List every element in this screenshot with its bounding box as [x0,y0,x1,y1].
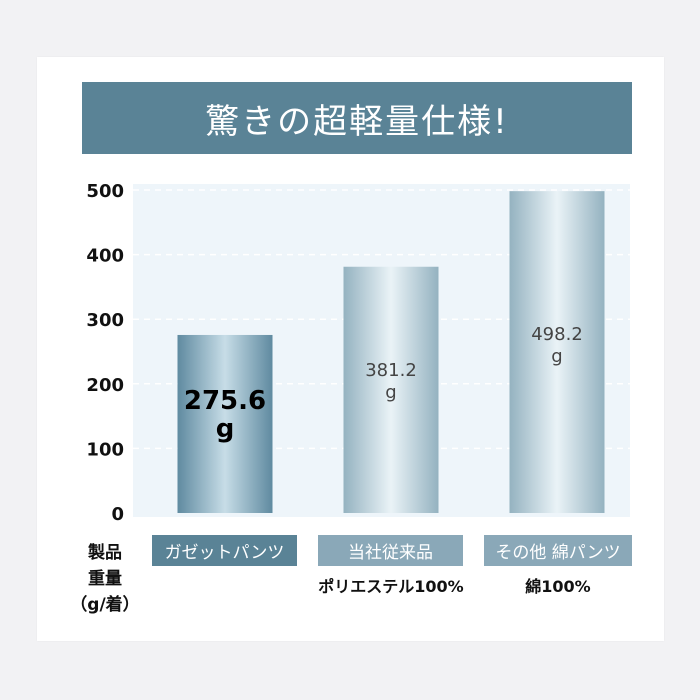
chart-title: 驚きの超軽量仕様! [205,101,509,142]
data-label: g [551,346,562,367]
category-label-box: その他 綿パンツ [484,535,632,566]
y-axis-ticks: 0 100 200 300 400 500 [86,181,124,525]
y-axis-label: 製品 重量 （g/着） [70,540,140,618]
chart-title-banner: 驚きの超軽量仕様! [82,82,632,154]
data-label: g [216,414,235,444]
bar [343,266,439,513]
bars [177,191,605,514]
data-label: 381.2 [365,360,417,381]
category-label-box: ガゼットパンツ [152,535,297,566]
y-tick-label: 0 [111,504,124,525]
category-label: ガゼットパンツ [164,543,285,563]
data-label: 275.6 [184,386,266,416]
category-label: その他 綿パンツ [495,543,621,563]
category-label-box: 当社従来品 [318,535,463,566]
bar [177,334,273,513]
y-tick-label: 400 [86,246,124,267]
y-tick-label: 100 [86,439,124,460]
y-axis-label-line: （g/着） [70,595,140,615]
category-sublabel: 綿100% [525,577,591,596]
y-tick-label: 200 [86,375,124,396]
y-axis-label-line: 重量 [88,569,122,589]
data-label: g [385,382,396,403]
bar [509,191,605,514]
data-label: 498.2 [531,324,583,345]
y-axis-label-line: 製品 [88,543,122,563]
y-tick-label: 500 [86,181,124,202]
category-sublabel: ポリエステル100% [318,577,464,596]
y-tick-label: 300 [86,310,124,331]
category-label: 当社従来品 [348,543,433,563]
